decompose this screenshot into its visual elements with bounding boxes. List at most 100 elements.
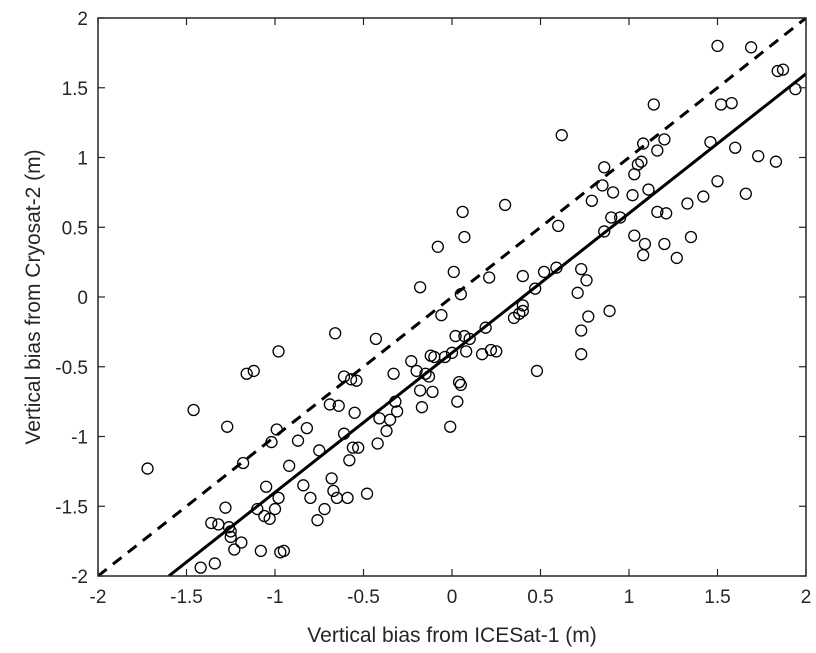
data-point — [247, 364, 260, 378]
data-point — [575, 324, 588, 337]
data-point — [603, 304, 616, 318]
data-point — [598, 225, 611, 238]
data-point — [631, 158, 644, 171]
x-tick-label: 1 — [624, 587, 635, 608]
data-point — [270, 423, 283, 436]
data-point — [346, 441, 360, 454]
data-point — [647, 98, 660, 111]
data-point — [323, 398, 337, 411]
data-point — [552, 219, 565, 233]
y-axis-title: Vertical bias from Cryosat-2 (m) — [22, 149, 45, 444]
data-point — [332, 399, 345, 412]
data-point — [483, 271, 496, 284]
data-point — [344, 373, 358, 386]
data-points — [141, 39, 802, 574]
data-point — [438, 350, 452, 364]
data-point — [651, 205, 664, 219]
data-point — [460, 345, 473, 358]
data-point — [329, 327, 342, 340]
data-point — [318, 502, 331, 516]
data-point — [444, 420, 457, 433]
data-point — [697, 190, 710, 203]
data-point — [729, 141, 742, 154]
identity-line-dashed — [98, 18, 806, 576]
data-point — [330, 491, 344, 505]
data-point — [428, 350, 441, 364]
data-point — [681, 197, 694, 210]
data-point — [670, 251, 683, 265]
x-tick-label: 0 — [447, 587, 458, 608]
data-point — [513, 307, 526, 320]
data-point — [380, 424, 393, 438]
x-tick-label: 2 — [801, 587, 812, 608]
data-point — [259, 480, 273, 493]
data-point — [426, 385, 439, 399]
x-tick-label: -2 — [90, 587, 107, 608]
fit-line-solid — [167, 72, 806, 576]
data-point — [187, 403, 200, 417]
data-point — [297, 479, 310, 492]
data-point — [660, 207, 673, 220]
data-point — [651, 144, 664, 157]
data-point — [580, 274, 593, 287]
y-tick-label: -2 — [71, 567, 88, 588]
data-point — [141, 462, 154, 475]
data-point — [268, 502, 282, 516]
data-point — [300, 421, 314, 435]
data-point — [484, 343, 498, 357]
data-point — [776, 63, 790, 76]
data-point — [711, 175, 724, 188]
data-point — [529, 282, 542, 295]
data-point — [219, 501, 232, 514]
data-point — [419, 367, 432, 380]
data-point — [272, 491, 285, 505]
data-point — [550, 261, 563, 274]
data-point — [205, 516, 218, 530]
data-point — [725, 96, 738, 110]
data-point — [704, 136, 717, 149]
data-point — [711, 39, 724, 53]
data-point — [311, 514, 324, 527]
data-point — [251, 502, 264, 516]
data-point — [575, 348, 588, 361]
data-point — [456, 205, 469, 219]
data-point — [422, 370, 436, 383]
data-point — [771, 64, 784, 78]
data-point — [387, 367, 400, 380]
data-point — [637, 248, 650, 262]
data-point — [658, 133, 671, 146]
data-point — [490, 345, 503, 358]
data-point — [454, 378, 468, 392]
x-axis-title: Vertical bias from ICESat-1 (m) — [307, 624, 596, 647]
data-point — [389, 395, 402, 408]
data-point — [373, 412, 386, 425]
data-point — [447, 265, 460, 279]
data-point — [235, 536, 248, 549]
data-point — [449, 329, 462, 343]
y-tick-label: -0.5 — [55, 358, 88, 379]
data-point — [598, 161, 611, 174]
data-point — [277, 544, 291, 558]
data-point — [571, 286, 584, 299]
data-point — [327, 484, 340, 498]
data-point — [452, 375, 466, 389]
data-point — [637, 137, 650, 150]
data-point — [638, 237, 652, 251]
data-point — [516, 299, 529, 312]
x-tick-label: -1 — [267, 587, 284, 608]
data-point — [348, 406, 361, 419]
data-point — [212, 518, 225, 531]
data-point — [463, 332, 476, 346]
data-point — [415, 401, 429, 414]
data-point — [516, 304, 529, 318]
data-point — [341, 491, 354, 505]
data-point — [739, 187, 752, 200]
data-point — [413, 281, 427, 294]
data-point — [265, 435, 278, 449]
data-point — [208, 557, 221, 570]
data-point — [410, 364, 423, 378]
data-point — [431, 240, 444, 253]
data-point — [582, 310, 595, 323]
data-point — [789, 82, 802, 96]
